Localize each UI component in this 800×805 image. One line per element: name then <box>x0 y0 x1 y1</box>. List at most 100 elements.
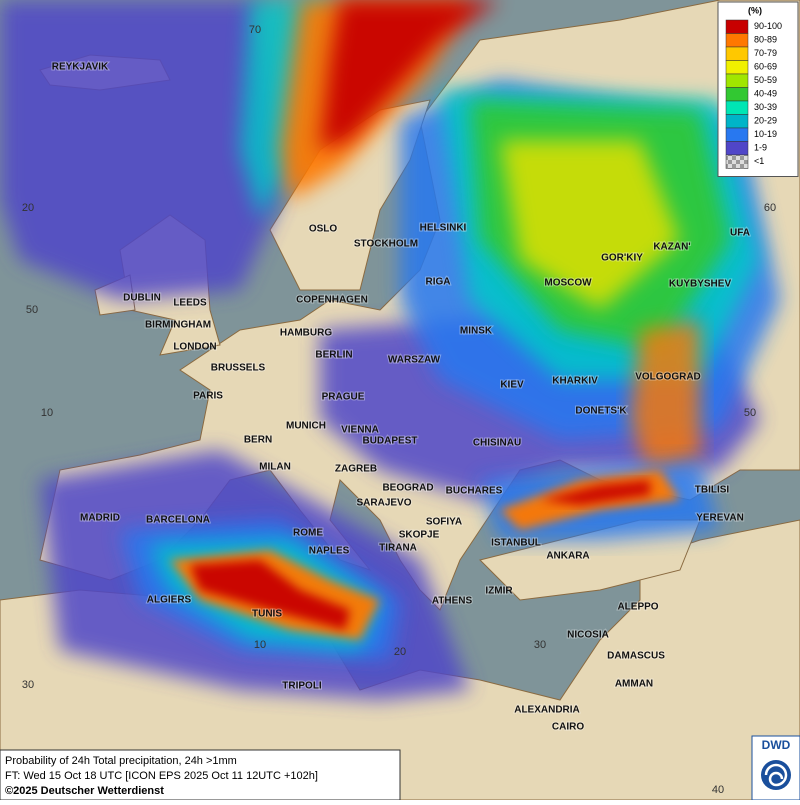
city-label: BEOGRAD <box>382 483 433 494</box>
city-label: VIENNA <box>341 425 379 436</box>
city-label: DUBLIN <box>123 293 161 304</box>
city-label: CAIRO <box>552 722 584 733</box>
city-label: MILAN <box>259 462 291 473</box>
city-label: KAZAN' <box>653 242 690 253</box>
city-label: REYKJAVIK <box>52 62 109 73</box>
grid-label: 10 <box>41 407 53 419</box>
city-label: LEEDS <box>173 298 207 309</box>
city-label: OSLO <box>309 224 338 235</box>
city-label: BRUSSELS <box>211 363 266 374</box>
city-label: KIEV <box>500 380 524 391</box>
city-label: CHISINAU <box>473 438 521 449</box>
city-label: BERLIN <box>315 350 352 361</box>
city-label: UFA <box>730 228 750 239</box>
city-label: STOCKHOLM <box>354 239 418 250</box>
legend-label: 1-9 <box>754 143 767 153</box>
logo-swirl <box>764 763 788 787</box>
city-label: COPENHAGEN <box>296 295 368 306</box>
legend-swatch <box>725 100 749 115</box>
legend-label: 30-39 <box>754 102 777 112</box>
city-label: TRIPOLI <box>282 681 322 692</box>
legend-swatch <box>725 33 749 48</box>
city-label: KUYBYSHEV <box>669 279 732 290</box>
legend-label: 70-79 <box>754 48 777 58</box>
city-label: MOSCOW <box>544 278 592 289</box>
city-label: MINSK <box>460 326 493 337</box>
legend-swatch <box>725 46 749 61</box>
city-label: HELSINKI <box>420 223 467 234</box>
legend-swatch <box>725 127 749 142</box>
logo-text: DWD <box>762 738 791 752</box>
grid-label: 60 <box>764 202 776 214</box>
footer-box <box>0 749 401 801</box>
legend-swatch <box>725 141 749 156</box>
grid-label: 50 <box>744 407 756 419</box>
city-label: BIRMINGHAM <box>145 320 211 331</box>
legend-swatch <box>725 19 749 34</box>
legend: (%) 90-100 80-89 70-79 60-69 50-59 40-49 30-39 2… <box>717 1 799 177</box>
city-label: AMMAN <box>615 679 653 690</box>
grid-label: 20 <box>394 646 406 658</box>
city-label: ALGIERS <box>147 595 192 606</box>
legend-label: 40-49 <box>754 89 777 99</box>
city-label: ROME <box>293 528 323 539</box>
grid-label: 30 <box>534 639 546 651</box>
city-label: WARSZAW <box>388 355 441 366</box>
city-label: YEREVAN <box>696 513 744 524</box>
city-label: ANKARA <box>546 551 589 562</box>
footer-line: ©2025 Deutscher Wetterdienst <box>5 785 164 797</box>
legend-label: 10-19 <box>754 129 777 139</box>
city-label: RIGA <box>426 277 451 288</box>
city-label: ALEPPO <box>617 602 658 613</box>
footer-line: FT: Wed 15 Oct 18 UTC [ICON EPS 2025 Oct… <box>5 770 318 782</box>
city-label: SARAJEVO <box>356 498 411 509</box>
grid-label: 20 <box>22 202 34 214</box>
city-label: KHARKIV <box>552 376 598 387</box>
city-label: BARCELONA <box>146 515 210 526</box>
city-label: ISTANBUL <box>491 538 541 549</box>
city-label: ALEXANDRIA <box>514 705 580 716</box>
city-label: TUNIS <box>252 609 282 620</box>
city-label: MUNICH <box>286 421 326 432</box>
city-label: BERN <box>244 435 272 446</box>
city-label: VOLGOGRAD <box>635 372 701 383</box>
city-label: TIRANA <box>379 543 417 554</box>
city-label: LONDON <box>173 342 216 353</box>
city-label: ATHENS <box>432 596 473 607</box>
grid-label: 50 <box>26 304 38 316</box>
legend-title: (%) <box>748 5 762 15</box>
city-label: PRAGUE <box>322 392 365 403</box>
city-label: NICOSIA <box>567 630 609 641</box>
legend-label: 90-100 <box>754 21 782 31</box>
city-label: DONETS'K <box>575 406 627 417</box>
city-label: HAMBURG <box>280 328 332 339</box>
city-label: IZMIR <box>485 586 513 597</box>
legend-swatch <box>725 154 749 169</box>
city-label: MADRID <box>80 513 120 524</box>
legend-label: 60-69 <box>754 62 777 72</box>
legend-label: 80-89 <box>754 35 777 45</box>
legend-swatch <box>725 114 749 129</box>
precipitation-field <box>0 0 780 700</box>
city-label: SKOPJE <box>399 530 440 541</box>
city-label: DAMASCUS <box>607 651 665 662</box>
city-label: BUCHARES <box>446 486 503 497</box>
grid-label: 10 <box>254 639 266 651</box>
city-label: ZAGREB <box>335 464 377 475</box>
city-label: BUDAPEST <box>362 436 417 447</box>
legend-label: 50-59 <box>754 75 777 85</box>
city-label: GOR'KIY <box>601 253 643 264</box>
city-label: SOFIYA <box>426 517 462 528</box>
legend-swatch <box>725 87 749 102</box>
legend-swatch <box>725 60 749 75</box>
grid-label: 70 <box>249 24 261 36</box>
legend-label: <1 <box>754 156 764 166</box>
city-label: PARIS <box>193 391 223 402</box>
grid-label: 30 <box>22 679 34 691</box>
legend-label: 20-29 <box>754 116 777 126</box>
city-label: NAPLES <box>309 546 350 557</box>
city-label: TBILISI <box>695 485 730 496</box>
legend-swatch <box>725 73 749 88</box>
grid-label: 40 <box>712 784 724 796</box>
